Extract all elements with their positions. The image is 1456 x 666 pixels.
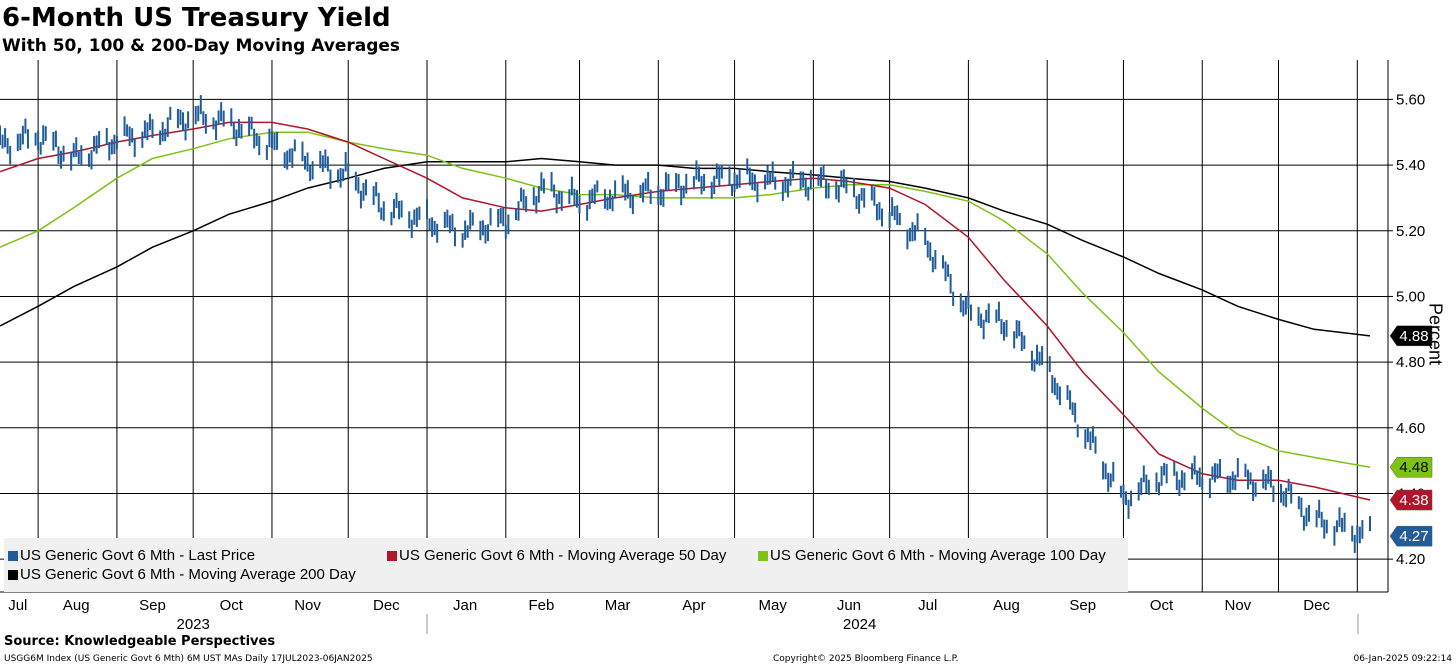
y-tick-label: 4.60 <box>1396 420 1425 437</box>
x-month-label: Jul <box>8 597 27 614</box>
x-year-label: 2024 <box>843 616 876 633</box>
x-month-label: Aug <box>993 597 1020 614</box>
x-month-label: Nov <box>294 597 321 614</box>
value-tag-bg <box>1389 456 1433 478</box>
value-tag-bg <box>1389 325 1433 347</box>
legend-item-ma50: US Generic Govt 6 Mth - Moving Average 5… <box>387 547 726 564</box>
value-tag-label: 4.38 <box>1399 492 1428 509</box>
x-month-label: Sep <box>1069 597 1096 614</box>
value-tag-label: 4.48 <box>1399 459 1428 476</box>
x-month-label: Mar <box>605 597 631 614</box>
value-tag-bg <box>1389 489 1433 511</box>
legend-swatch-last-price <box>8 550 18 561</box>
chart-subtitle: With 50, 100 & 200-Day Moving Averages <box>2 36 401 56</box>
legend-label-ma50: US Generic Govt 6 Mth - Moving Average 5… <box>399 547 727 564</box>
y-tick-label: 5.20 <box>1396 223 1425 240</box>
index-info: USGG6M Index (US Generic Govt 6 Mth) 6M … <box>4 654 373 664</box>
x-year-label: 2023 <box>176 616 209 633</box>
value-tag-label: 4.27 <box>1399 528 1428 545</box>
x-month-label: Jun <box>837 597 861 614</box>
y-axis-label: Percent <box>1420 294 1450 374</box>
x-month-label: Oct <box>1150 597 1174 614</box>
x-month-label: Jul <box>918 597 937 614</box>
x-month-label: Apr <box>682 597 705 614</box>
y-tick-label: 4.20 <box>1396 551 1425 568</box>
legend: US Generic Govt 6 Mth - Last Price US Ge… <box>4 538 1128 592</box>
x-month-label: Nov <box>1224 597 1251 614</box>
x-month-label: May <box>759 597 788 614</box>
legend-label-last-price: US Generic Govt 6 Mth - Last Price <box>20 547 256 564</box>
x-month-label: Aug <box>63 597 90 614</box>
moving-average-lines <box>0 121 1371 501</box>
x-month-label: Feb <box>528 597 554 614</box>
value-tag-label: 4.88 <box>1399 328 1428 345</box>
copyright: Copyright© 2025 Bloomberg Finance L.P. <box>773 654 959 664</box>
series-line-ma100 <box>0 131 1371 468</box>
x-month-label: Oct <box>220 597 244 614</box>
gridlines <box>0 60 1388 592</box>
y-axis-label-text: Percent <box>1425 302 1446 366</box>
legend-item-ma200: US Generic Govt 6 Mth - Moving Average 2… <box>8 566 356 583</box>
price-bars <box>0 95 1371 554</box>
legend-item-ma100: US Generic Govt 6 Mth - Moving Average 1… <box>758 547 1106 564</box>
x-month-label: Sep <box>139 597 166 614</box>
y-tick-label: 5.40 <box>1396 157 1425 174</box>
value-tag-bg <box>1389 525 1433 547</box>
y-tick-label: 5.00 <box>1396 288 1425 305</box>
y-tick-label: 4.80 <box>1396 354 1425 371</box>
legend-label-ma200: US Generic Govt 6 Mth - Moving Average 2… <box>20 566 356 583</box>
series-line-ma200 <box>0 157 1371 337</box>
legend-label-ma100: US Generic Govt 6 Mth - Moving Average 1… <box>770 547 1106 564</box>
x-month-label: Dec <box>1303 597 1330 614</box>
legend-item-last-price: US Generic Govt 6 Mth - Last Price <box>8 547 255 564</box>
series-line-ma50 <box>0 121 1371 501</box>
legend-swatch-ma50 <box>387 550 397 561</box>
chart-title: 6-Month US Treasury Yield <box>2 3 391 33</box>
x-month-label: Jan <box>453 597 477 614</box>
last-value-tags: 4.88 4.48 4.38 4.27 <box>1389 325 1433 547</box>
x-month-label: Dec <box>373 597 400 614</box>
legend-swatch-ma100 <box>758 550 768 561</box>
y-tick-label: 5.60 <box>1396 91 1425 108</box>
timestamp: 06-Jan-2025 09:22:14 <box>1353 654 1452 664</box>
legend-swatch-ma200 <box>8 569 18 580</box>
source-note: Source: Knowledgeable Perspectives <box>4 634 276 649</box>
